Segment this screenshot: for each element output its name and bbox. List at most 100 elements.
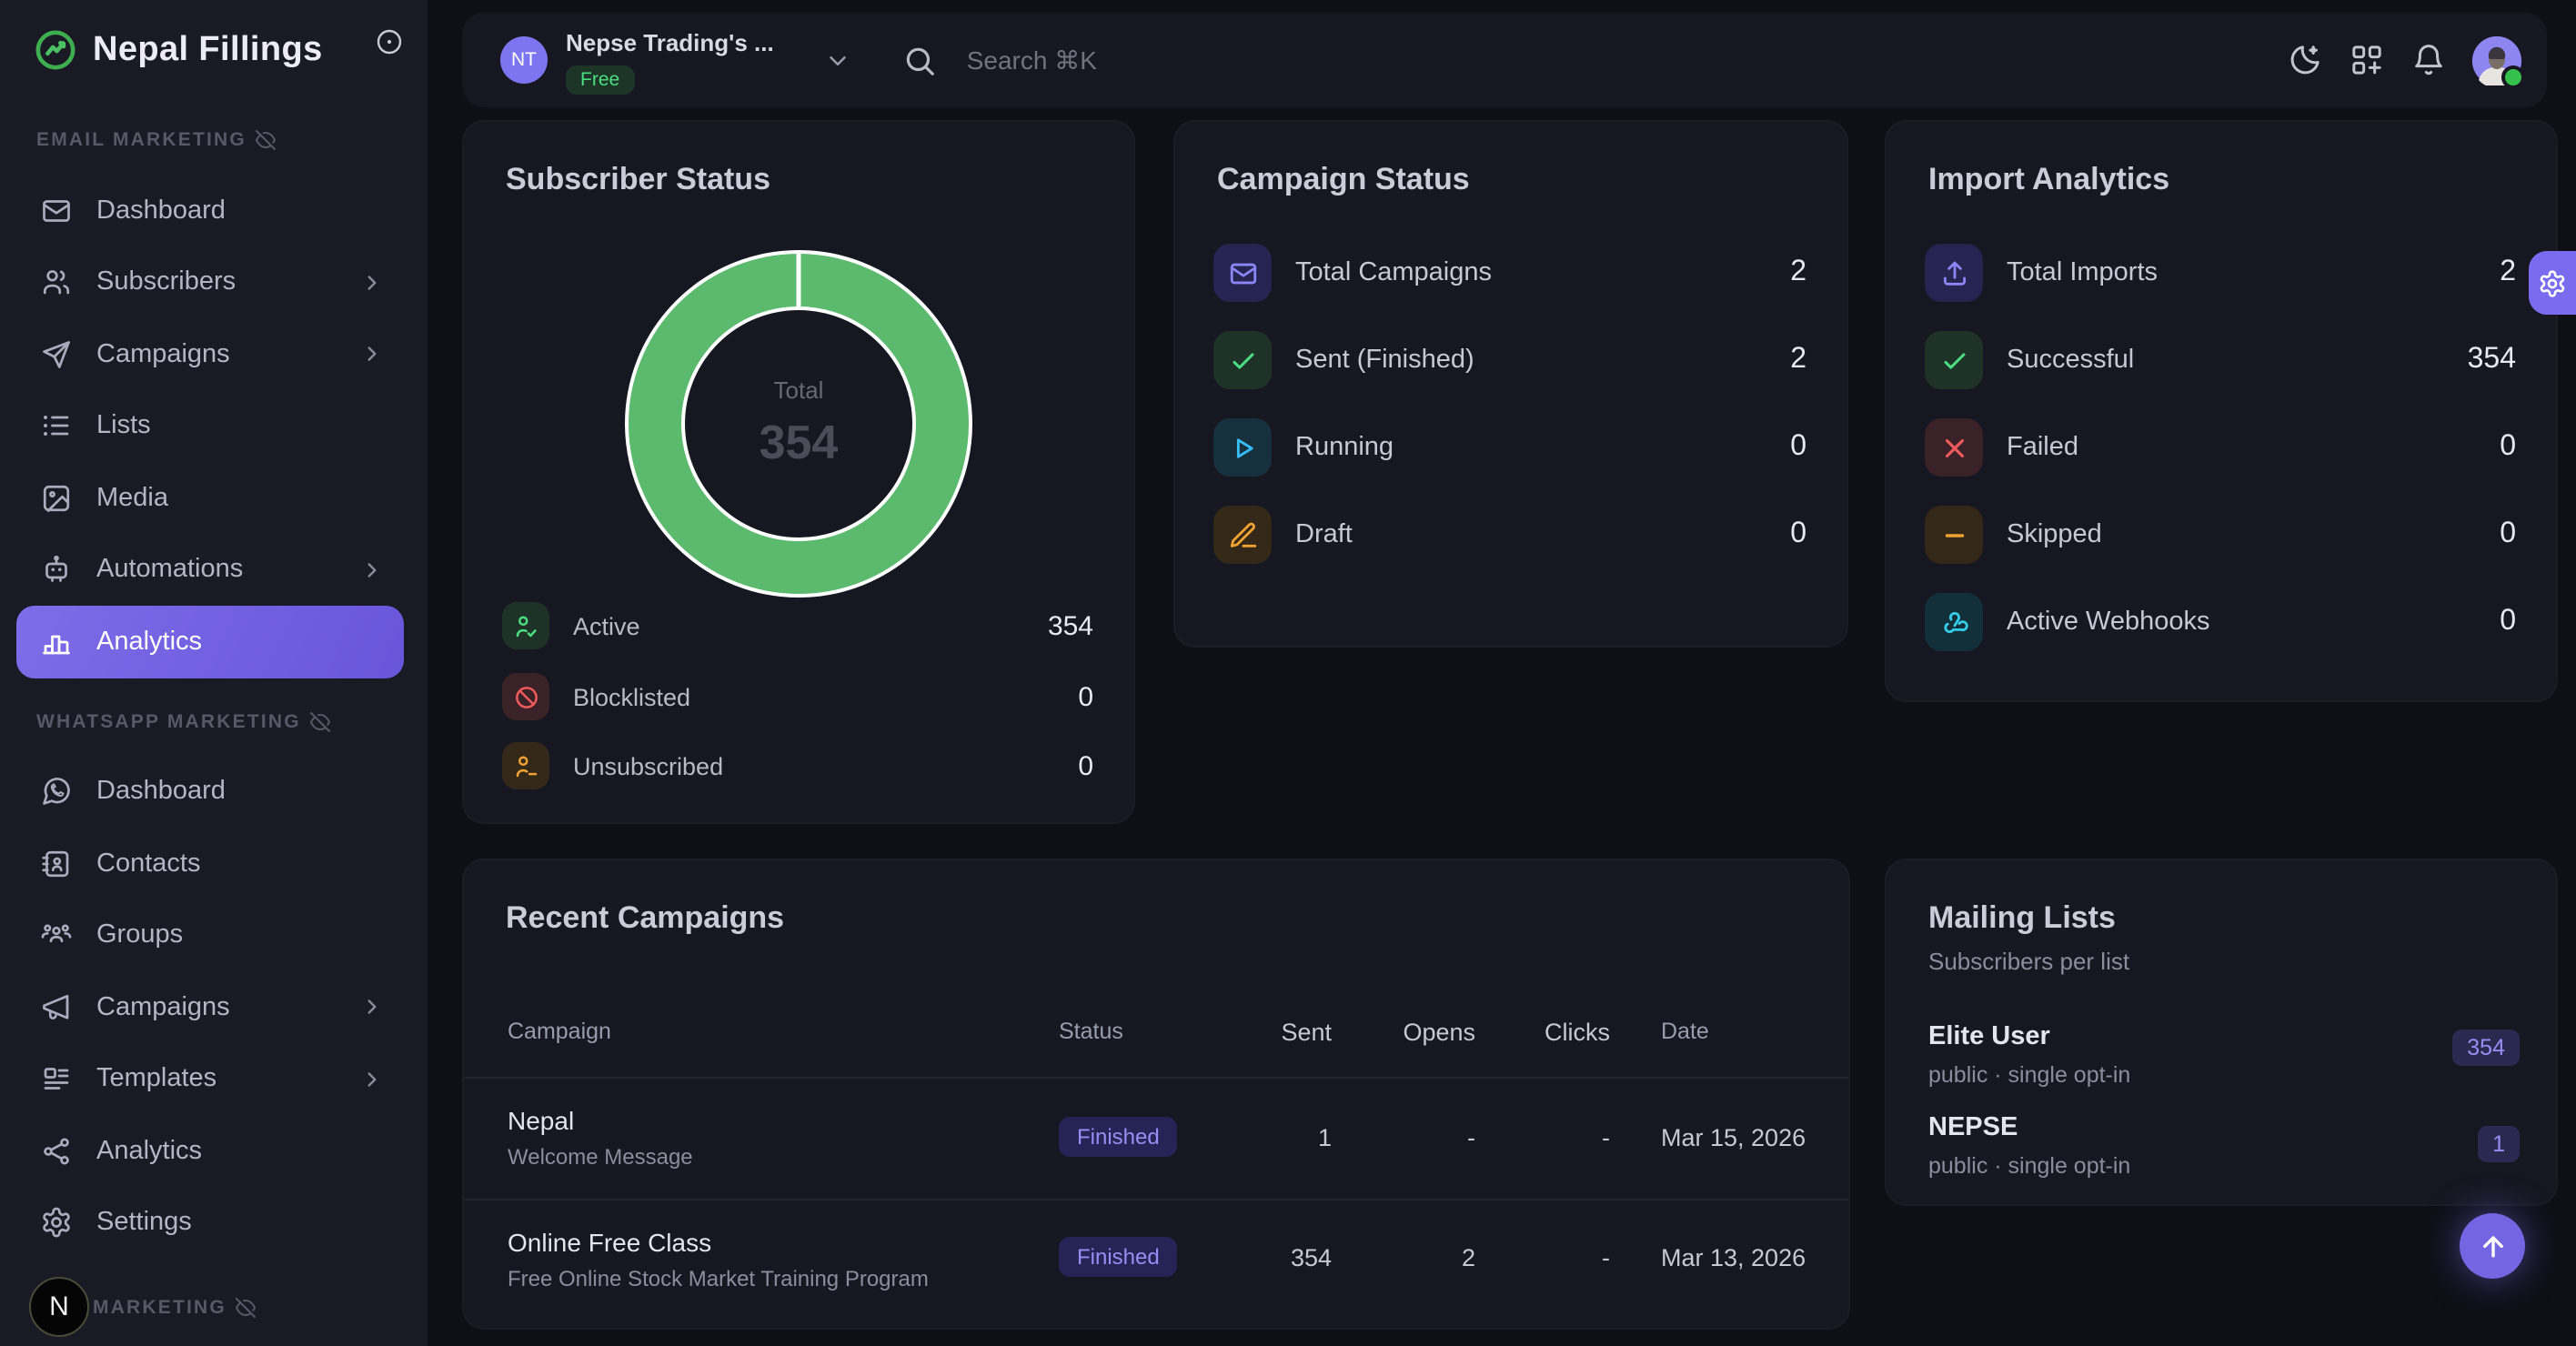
layout-template-icon <box>40 1063 73 1096</box>
ban-icon <box>502 673 549 720</box>
stat-row-sent-finished: Sent (Finished) 2 <box>1213 331 1806 389</box>
sidebar-item-dashboard[interactable]: Dashboard <box>0 175 428 246</box>
status-badge: Finished <box>1059 1237 1178 1277</box>
user-avatar[interactable] <box>2472 35 2525 88</box>
whatsapp-icon <box>40 776 73 809</box>
sidebar-item-settings[interactable]: Settings <box>0 1187 428 1259</box>
divider <box>464 1199 1848 1200</box>
sidebar-item-label: Campaigns <box>96 339 230 369</box>
sidebar-item-subscribers[interactable]: Subscribers <box>0 246 428 318</box>
sidebar-item-automations[interactable]: Automations <box>0 534 428 606</box>
legend-value: 354 <box>1047 610 1093 641</box>
global-search[interactable] <box>903 43 2261 77</box>
bar-chart-icon <box>40 626 73 658</box>
eye-off-icon[interactable] <box>310 710 332 732</box>
chevron-right-icon <box>360 558 384 582</box>
column-header-campaign: Campaign <box>508 1019 611 1044</box>
send-icon <box>40 338 73 371</box>
sidebar-item-analytics-email[interactable]: Analytics <box>16 606 404 678</box>
customizer-settings-button[interactable] <box>2529 251 2576 315</box>
import-analytics-card: Import Analytics Total Imports 2 Success… <box>1885 120 2558 702</box>
webhook-icon <box>1925 593 1983 651</box>
bottom-user-avatar[interactable]: N <box>29 1277 89 1337</box>
section-label: EMAIL MARKETING <box>36 129 247 151</box>
chevron-down-icon[interactable] <box>825 46 852 74</box>
eye-off-icon[interactable] <box>236 1297 257 1319</box>
sidebar-item-campaigns-wa[interactable]: Campaigns <box>0 971 428 1043</box>
donut-total-value: 354 <box>759 415 839 469</box>
stat-row-skipped: Skipped 0 <box>1925 506 2516 564</box>
list-name: NEPSE <box>1928 1113 2018 1142</box>
legend-value: 0 <box>1078 681 1093 712</box>
donut-total-label: Total <box>773 377 824 404</box>
share-network-icon <box>40 1135 73 1168</box>
sidebar-nav-whatsapp: Dashboard Contacts Groups Campaigns Temp… <box>0 756 428 1259</box>
sidebar-item-lists[interactable]: Lists <box>0 390 428 462</box>
campaign-name: Nepal <box>508 1106 575 1135</box>
eye-off-icon[interactable] <box>256 129 277 151</box>
stat-value: 0 <box>2500 431 2516 462</box>
search-icon <box>903 43 938 77</box>
sidebar-item-analytics-wa[interactable]: Analytics <box>0 1115 428 1187</box>
chevron-right-icon <box>360 996 384 1020</box>
sidebar-item-campaigns-email[interactable]: Campaigns <box>0 318 428 390</box>
legend-row-unsubscribed: Unsubscribed 0 <box>502 737 1093 795</box>
workspace-switcher[interactable]: NT Nepse Trading's ... Free <box>500 26 774 94</box>
avatar-initial: N <box>49 1291 69 1322</box>
search-input[interactable] <box>962 44 1516 76</box>
megaphone-icon <box>40 991 73 1024</box>
bot-icon <box>40 554 73 587</box>
sidebar-item-contacts[interactable]: Contacts <box>0 828 428 899</box>
scroll-to-top-button[interactable] <box>2460 1213 2525 1279</box>
list-icon <box>40 410 73 443</box>
list-name: Elite User <box>1928 1022 2050 1051</box>
legend-label: Blocklisted <box>573 683 691 710</box>
moon-icon[interactable] <box>2287 42 2323 78</box>
bell-icon[interactable] <box>2410 42 2447 78</box>
sidebar-item-label: Lists <box>96 411 151 441</box>
apps-grid-icon[interactable] <box>2349 42 2385 78</box>
sidebar-item-groups[interactable]: Groups <box>0 899 428 971</box>
gear-icon <box>2538 268 2567 297</box>
stat-label: Active Webhooks <box>2007 608 2210 637</box>
column-header-date: Date <box>1661 1019 1709 1044</box>
sidebar-item-media[interactable]: Media <box>0 462 428 534</box>
sidebar-item-label: Analytics <box>96 627 203 657</box>
stat-row-total-campaigns: Total Campaigns 2 <box>1213 244 1806 302</box>
sidebar-item-label: Automations <box>96 555 244 585</box>
gear-icon <box>40 1207 73 1240</box>
legend-row-active: Active 354 <box>502 597 1093 655</box>
stat-value: 2 <box>2500 256 2516 287</box>
sent-value: 354 <box>1290 1244 1332 1271</box>
campaign-subtitle: Free Online Stock Market Training Progra… <box>508 1266 929 1291</box>
app-title: Nepal Fillings <box>93 30 323 68</box>
users-group-icon <box>40 919 73 952</box>
stat-value: 0 <box>1790 431 1806 462</box>
chevron-right-icon <box>360 271 384 295</box>
sidebar: Nepal Fillings EMAIL MARKETING Dashboard… <box>0 0 428 1346</box>
subscriber-count-badge: 354 <box>2452 1030 2520 1066</box>
status-badge: Finished <box>1059 1117 1178 1157</box>
mail-icon <box>1213 244 1272 302</box>
stat-label: Sent (Finished) <box>1295 346 1474 375</box>
users-icon <box>40 266 73 299</box>
circle-dot-icon[interactable] <box>375 27 404 56</box>
stat-row-running: Running 0 <box>1213 418 1806 477</box>
stat-label: Successful <box>2007 346 2135 375</box>
section-label: WHATSAPP MARKETING <box>36 710 301 732</box>
card-title: Recent Campaigns <box>506 900 785 935</box>
card-title: Import Analytics <box>1928 162 2170 196</box>
stat-value: 0 <box>2500 606 2516 637</box>
mailing-lists-card: Mailing Lists Subscribers per list Elite… <box>1885 859 2558 1206</box>
stat-value: 354 <box>2467 344 2516 375</box>
sidebar-item-wa-dashboard[interactable]: Dashboard <box>0 756 428 828</box>
sent-value: 1 <box>1317 1124 1332 1151</box>
donut-ring <box>625 250 972 598</box>
sidebar-item-templates[interactable]: Templates <box>0 1043 428 1115</box>
stat-value: 2 <box>1790 256 1806 287</box>
play-icon <box>1213 418 1272 477</box>
stat-row-total-imports: Total Imports 2 <box>1925 244 2516 302</box>
stat-row-failed: Failed 0 <box>1925 418 2516 477</box>
subscriber-donut-chart: Total 354 <box>617 242 981 606</box>
section-email-marketing: EMAIL MARKETING <box>0 127 428 153</box>
